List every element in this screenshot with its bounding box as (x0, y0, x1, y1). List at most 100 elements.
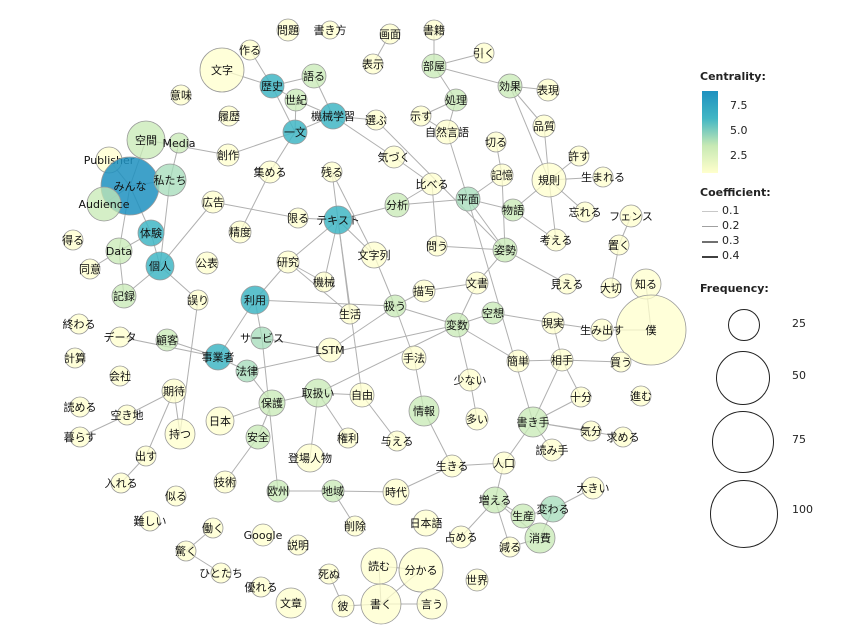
node-circle (536, 78, 560, 102)
node-label: 部屋 (423, 59, 445, 73)
node-circle (175, 540, 197, 562)
node-sekai: 世界 (465, 568, 489, 592)
node-circle (250, 576, 272, 598)
node-hensu: 変数 (444, 312, 470, 338)
node-circle (276, 250, 300, 274)
node-keisan: 計算 (64, 347, 86, 369)
node-circle (510, 503, 536, 529)
node-label: 時代 (385, 486, 407, 499)
node-datawa: データ (104, 326, 137, 348)
node-circle (235, 359, 259, 383)
node-label: Google (244, 529, 283, 542)
node-circle (581, 476, 605, 500)
node-label: 僕 (646, 324, 657, 337)
node-ooi: 多い (465, 407, 489, 431)
node-atsumeru: 集める (254, 160, 287, 184)
node-label: 私たち (154, 174, 187, 187)
node-label: 書籍 (423, 23, 445, 37)
node-label: 期待 (163, 384, 185, 398)
node-circle (145, 251, 175, 281)
node-circle (379, 23, 401, 45)
node-heru: 減る (499, 536, 521, 558)
node-label: 精度 (229, 225, 251, 239)
node-label: 同意 (79, 262, 101, 276)
node-label: 入れる (105, 477, 138, 490)
node-imi: 意味 (170, 84, 192, 106)
node-label: 出す (135, 449, 157, 463)
node-circle (412, 509, 440, 537)
frequency-circle (728, 309, 760, 341)
node-label: 変数 (446, 318, 468, 332)
node-circle (287, 207, 309, 229)
node-kuraberu: 比べる (416, 172, 449, 196)
node-seido: 精度 (228, 220, 252, 244)
node-label: 増える (479, 494, 512, 507)
node-kawaru: 変わる (537, 495, 570, 523)
node-circle (481, 486, 509, 514)
node-kakikata: 書き方 (314, 20, 347, 40)
node-label: 画面 (379, 28, 401, 41)
node-circle (339, 303, 361, 325)
node-hyougen: 表現 (536, 78, 560, 102)
node-label: 生きる (436, 459, 469, 473)
node-circle (524, 522, 556, 554)
frequency-circle (710, 480, 778, 548)
node-seikatsu: 生活 (339, 303, 361, 325)
node-label: 文字 (211, 63, 233, 77)
node-label: 暮らす (64, 430, 97, 444)
node-circle (465, 271, 489, 295)
edge-toriatsukai-hensu (317, 324, 458, 394)
node-google: Google (244, 523, 283, 547)
node-label: 法律 (236, 364, 258, 378)
node-circle (556, 273, 578, 295)
node-shiru: 知る (630, 268, 662, 300)
node-circle (410, 105, 432, 127)
node-label: 広告 (202, 196, 224, 209)
node-circle (360, 241, 388, 269)
node-yomite: 読み手 (536, 438, 569, 462)
node-motsu: 持つ (164, 418, 196, 450)
frequency-circle (712, 411, 774, 473)
node-tojoujinbutsu: 登場人物 (288, 443, 332, 473)
node-kitai: 期待 (161, 378, 187, 404)
node-label: 削除 (344, 519, 366, 533)
node-circle (282, 119, 308, 145)
node-kokyaku: 顧客 (155, 328, 179, 352)
node-circle (216, 143, 240, 167)
node-kataru: 語る (301, 63, 327, 89)
node-circle (165, 485, 187, 507)
node-circle (444, 312, 470, 338)
node-yomu: 読む (360, 547, 398, 585)
node-label: フェンス (609, 210, 653, 223)
node-riyou: 利用 (240, 285, 270, 315)
node-circle (492, 237, 518, 263)
node-circle (64, 347, 86, 369)
node-hataraku: 働く (202, 517, 224, 539)
node-kiru: 切る (485, 131, 507, 153)
node-circle (465, 407, 489, 431)
node-circle (421, 53, 447, 79)
node-kau: 買う (610, 351, 632, 373)
node-umidasu: 生み出す (580, 318, 624, 342)
node-label: Data (106, 245, 132, 258)
node-circle (301, 63, 327, 89)
node-data: Data (105, 237, 133, 265)
node-circle (245, 424, 271, 450)
node-label: 気づく (378, 150, 411, 164)
node-shuhou: 手法 (401, 345, 427, 371)
node-shinu: 死ぬ (318, 563, 340, 585)
node-label: 切る (485, 136, 507, 149)
node-label: 規則 (538, 173, 560, 187)
node-label: 持つ (169, 427, 191, 441)
node-label: 見える (551, 278, 584, 291)
node-wasureru: 忘れる (569, 201, 602, 223)
node-kakite: 書き手 (517, 406, 550, 438)
node-label: 空間 (135, 133, 157, 147)
node-circle (612, 426, 634, 448)
node-shisei: 姿勢 (492, 237, 518, 263)
node-kisoku: 規則 (531, 162, 567, 198)
node-circle (349, 382, 375, 408)
node-circle (105, 237, 133, 265)
coefficient-item: 0.1 (700, 204, 850, 219)
node-circle (532, 114, 556, 138)
